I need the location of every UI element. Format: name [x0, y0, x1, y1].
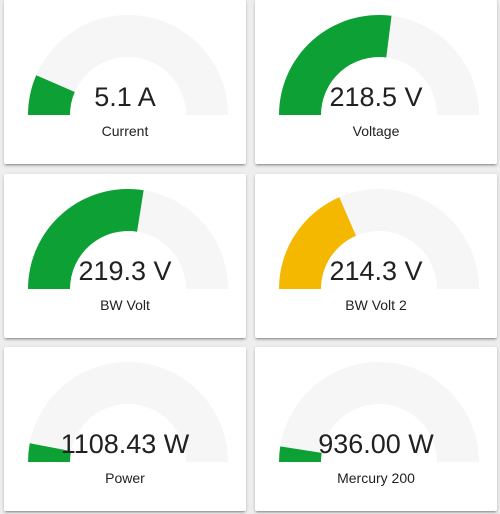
gauge-dial [28, 15, 228, 115]
gauge-name: Current [101, 123, 149, 139]
gauge-fill [27, 443, 72, 462]
gauge-card-mercury-200[interactable]: 936.00 W Mercury 200 [255, 347, 497, 511]
gauge-card-voltage[interactable]: 218.5 V Voltage [255, 0, 497, 164]
gauge-value: 1108.43 W [60, 429, 190, 459]
gauge-card-bw-volt[interactable]: 219.3 V BW Volt [4, 174, 246, 338]
gauge-track [28, 362, 228, 462]
gauge-fill [279, 197, 356, 289]
gauge-name: BW Volt [100, 297, 150, 313]
gauge-value: 5.1 A [94, 82, 156, 112]
gauge-dial [28, 188, 228, 289]
gauge-fill [28, 188, 144, 289]
gauge-track [28, 15, 228, 115]
gauge-name: Mercury 200 [337, 470, 415, 486]
gauge-dial [27, 362, 228, 462]
gauge-card-power[interactable]: 1108.43 W Power [4, 347, 246, 511]
gauge-name: BW Volt 2 [345, 297, 407, 313]
gauge-card-bw-volt-2[interactable]: 214.3 V BW Volt 2 [255, 174, 497, 338]
gauge-dial [279, 15, 479, 115]
gauge-card-current[interactable]: 5.1 A Current [4, 0, 246, 164]
gauge-dial [279, 189, 479, 289]
gauge-value: 218.5 V [329, 82, 423, 112]
gauge-name: Power [105, 470, 145, 486]
gauge-fill [279, 446, 322, 462]
gauge-value: 214.3 V [329, 256, 423, 286]
gauge-value: 219.3 V [78, 256, 172, 286]
gauge-track [279, 362, 479, 462]
gauge-name: Voltage [352, 123, 400, 139]
gauge-value: 936.00 W [318, 429, 434, 459]
gauge-fill [28, 75, 75, 115]
gauge-dial [279, 362, 479, 462]
gauge-fill [279, 15, 392, 115]
